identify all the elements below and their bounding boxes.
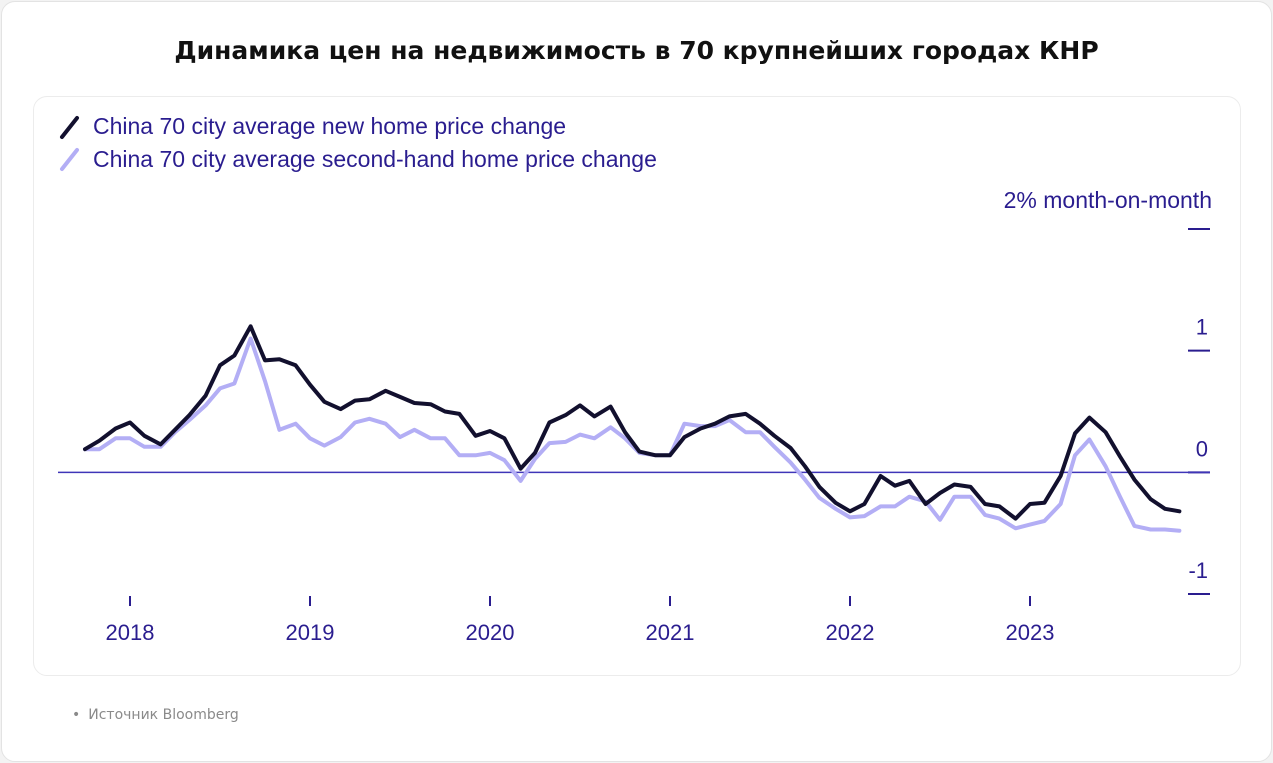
legend-swatch-second-hand xyxy=(60,148,79,171)
series-line-second-hand xyxy=(83,336,1182,533)
x-tick-label: 2019 xyxy=(286,620,335,645)
chart-container xyxy=(33,96,1241,676)
series-layer xyxy=(83,324,1182,533)
y-axis-label: 2% month-on-month xyxy=(1004,187,1212,213)
legend-label-new-home: China 70 city average new home price cha… xyxy=(93,113,566,139)
y-tick-label: -1 xyxy=(1188,558,1208,583)
x-tick-label: 2018 xyxy=(106,620,155,645)
x-axis: 2018 2019 2020 2021 2022 2023 xyxy=(106,596,1055,645)
x-tick-label: 2023 xyxy=(1006,620,1055,645)
bullet-icon: • xyxy=(72,707,81,723)
source-note: • Источник Bloomberg xyxy=(72,707,239,723)
y-tick-label: 0 xyxy=(1196,436,1208,461)
page-title: Динамика цен на недвижимость в 70 крупне… xyxy=(174,36,1099,65)
x-tick-label: 2020 xyxy=(466,620,515,645)
x-tick-label: 2021 xyxy=(646,620,695,645)
y-tick-label: 1 xyxy=(1196,315,1208,340)
y-axis: 1 0 -1 xyxy=(1188,228,1210,595)
series-line-new-home xyxy=(83,324,1182,521)
legend: China 70 city average new home price cha… xyxy=(60,113,657,172)
legend-swatch-new-home xyxy=(60,116,79,139)
source-text: Источник Bloomberg xyxy=(88,707,239,723)
legend-label-second-hand: China 70 city average second-hand home p… xyxy=(93,146,657,172)
x-tick-label: 2022 xyxy=(826,620,875,645)
